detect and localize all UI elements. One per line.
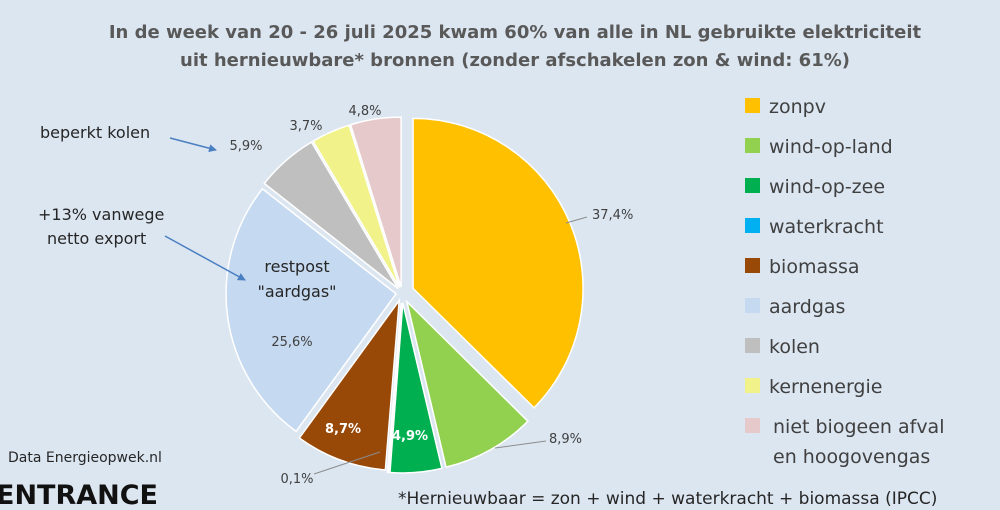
pie-slice-biomassa: [298, 297, 401, 471]
pie-slice-aardgas: [225, 187, 398, 433]
slice-label-kolen: 5,9%: [229, 139, 262, 154]
brand-logo-text: ENTRANCE: [0, 480, 158, 510]
pie-slice-kolen: [263, 141, 399, 290]
footnote: *Hernieuwbaar = zon + wind + waterkracht…: [398, 489, 937, 509]
slice-label-biomassa: 8,7%: [325, 422, 361, 437]
legend-label-7: kernenergie: [769, 376, 882, 398]
slice-label-waterkracht: 0,1%: [280, 472, 313, 487]
annotation-export-line-2: netto export: [47, 229, 146, 248]
legend-swatch-2: [745, 178, 760, 193]
pie-slice-wind-op-zee: [389, 302, 443, 474]
slice-label-niet-biogeen-afval-en-hoogovengas: 4,8%: [348, 104, 381, 119]
annotation-export-arrow: [164, 235, 246, 281]
leader-lines: [313, 216, 588, 475]
legend-label-4: biomassa: [769, 256, 860, 278]
annotation-gas-line-1: restpost: [264, 257, 329, 276]
legend-label-8-line-1: niet biogeen afval: [773, 416, 944, 438]
pie-slice-niet-biogeen-afval-en-hoogovengas: [349, 116, 402, 288]
legend-swatch-4: [745, 258, 760, 273]
slice-label-aardgas: 25,6%: [271, 335, 312, 350]
pie-slice-kernenergie: [312, 124, 401, 288]
annotation-gas-line-2: "aardgas": [257, 282, 336, 301]
legend-label-1: wind-op-land: [769, 136, 893, 158]
annotation-coal-arrow: [169, 137, 217, 153]
legend-swatch-6: [745, 338, 760, 353]
chart-title-line-1: In de week van 20 - 26 juli 2025 kwam 60…: [109, 22, 922, 43]
slice-label-wind-op-zee: 4,9%: [392, 429, 428, 444]
legend-swatch-0: [745, 98, 760, 113]
leader-line-zonpv: [565, 216, 588, 224]
legend-label-3: waterkracht: [769, 216, 884, 238]
legend-label-2: wind-op-zee: [769, 176, 885, 198]
leader-line-wind-op-land: [494, 440, 547, 449]
slice-label-wind-op-land: 8,9%: [549, 432, 582, 447]
slice-label-zonpv: 37,4%: [592, 208, 633, 223]
legend-label-0: zonpv: [769, 96, 826, 118]
legend-label-8-line-2: en hoogovengas: [773, 446, 930, 468]
slice-label-kernenergie: 3,7%: [289, 119, 322, 134]
pie-slice-zonpv: [412, 117, 584, 409]
legend-label-5: aardgas: [769, 296, 845, 318]
chart-title-line-2: uit hernieuwbare* bronnen (zonder afscha…: [180, 50, 850, 71]
data-source: Data Energieopwek.nl: [8, 450, 162, 466]
leader-line-waterkracht: [313, 451, 381, 475]
legend-swatch-3: [745, 218, 760, 233]
pie-slice-waterkracht: [386, 302, 402, 474]
legend-swatch-1: [745, 138, 760, 153]
legend-label-6: kolen: [769, 336, 820, 358]
legend-swatch-8: [745, 418, 760, 433]
pie-slice-wind-op-land: [405, 299, 529, 469]
legend-swatch-5: [745, 298, 760, 313]
annotation-export-line-1: +13% vanwege: [38, 205, 164, 224]
legend-swatch-7: [745, 378, 760, 393]
pie-slices: [225, 116, 584, 474]
annotation-coal: beperkt kolen: [40, 123, 150, 142]
legend: zonpv wind-op-land wind-op-zee waterkracht b…: [745, 96, 944, 468]
slice-labels: 37,4% 8,9% 4,9% 0,1% 8,7% 25,6% 5,9% 3,7% 4,8%: [229, 104, 633, 487]
